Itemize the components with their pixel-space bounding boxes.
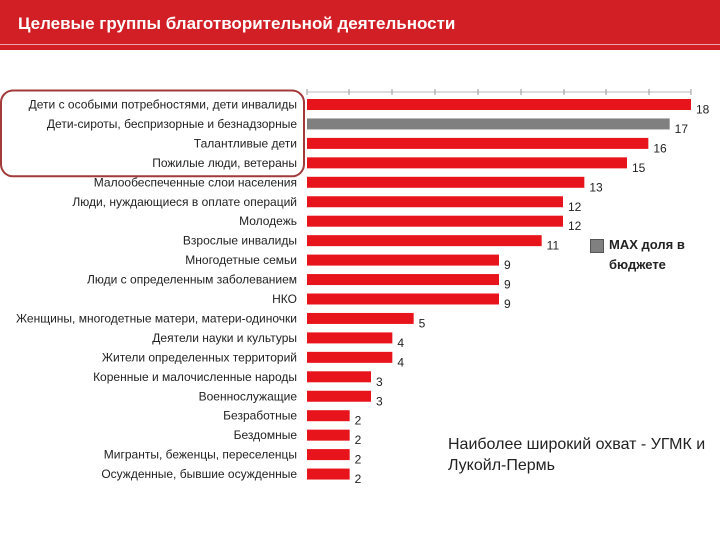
- category-label: Коренные и малочисленные народы: [93, 370, 297, 384]
- category-label: Пожилые люди, ветераны: [152, 156, 297, 170]
- bar: [307, 371, 371, 383]
- value-label: 2: [355, 433, 362, 447]
- bar: [307, 176, 585, 188]
- category-label: Мигранты, беженцы, переселенцы: [104, 448, 297, 462]
- category-label: Военнослужащие: [199, 389, 298, 403]
- bar: [307, 118, 670, 130]
- value-label: 17: [675, 122, 689, 136]
- annotation-note: Наиболее широкий охват - УГМК и Лукойл-П…: [448, 436, 706, 474]
- value-label: 13: [589, 180, 603, 194]
- value-label: 12: [568, 219, 582, 233]
- value-label: 3: [376, 375, 383, 389]
- bar: [307, 235, 542, 247]
- bar: [307, 449, 350, 461]
- value-label: 2: [355, 453, 362, 467]
- value-label: 16: [653, 141, 667, 155]
- bar: [307, 410, 350, 422]
- bar: [307, 293, 499, 305]
- bar: [307, 215, 563, 227]
- value-label: 5: [419, 316, 426, 330]
- legend-label: МАХ доля в бюджете: [609, 237, 685, 272]
- bar: [307, 468, 350, 480]
- category-label: Дети с особыми потребностями, дети инвал…: [29, 98, 297, 112]
- value-label: 2: [355, 414, 362, 428]
- legend-swatch: [590, 239, 604, 253]
- value-label: 12: [568, 200, 582, 214]
- category-label: Люди, нуждающиеся в оплате операций: [72, 195, 297, 209]
- category-label: Молодежь: [239, 214, 297, 228]
- value-label: 4: [397, 336, 404, 350]
- value-label: 9: [504, 258, 511, 272]
- category-label: Безработные: [223, 409, 297, 423]
- bar: [307, 254, 499, 266]
- bar: [307, 351, 393, 363]
- category-label: Многодетные семьи: [185, 253, 297, 267]
- bar: [307, 137, 649, 149]
- value-label: 11: [547, 239, 560, 253]
- value-label: 9: [504, 278, 511, 292]
- page-title: Целевые группы благотворительной деятель…: [18, 14, 456, 33]
- header-bar: Целевые группы благотворительной деятель…: [0, 0, 720, 50]
- category-label: Осужденные, бывшие осужденные: [101, 467, 297, 481]
- value-label: 9: [504, 297, 511, 311]
- bar: [307, 429, 350, 441]
- category-label: НКО: [272, 292, 297, 306]
- bar: [307, 99, 691, 110]
- header-divider: [0, 44, 720, 45]
- value-label: 15: [632, 161, 646, 175]
- value-label: 2: [355, 472, 362, 486]
- value-label: 3: [376, 394, 383, 408]
- bar: [307, 332, 393, 344]
- value-label: 18: [696, 103, 710, 117]
- category-label: Жители определенных территорий: [102, 350, 297, 364]
- category-label: Дети-сироты, беспризорные и безнадзорные: [47, 117, 297, 131]
- category-label: Бездомные: [234, 428, 298, 442]
- bar: [307, 312, 414, 324]
- category-label: Талантливые дети: [194, 136, 297, 150]
- bar: [307, 390, 371, 402]
- category-label: Люди с определенным заболеванием: [87, 273, 297, 287]
- category-label: Взрослые инвалиды: [183, 234, 297, 248]
- category-label: Деятели науки и культуры: [152, 331, 297, 345]
- bar: [307, 157, 627, 169]
- highlight-frame: [0, 89, 305, 178]
- bar: [307, 274, 499, 286]
- value-label: 4: [397, 355, 404, 369]
- bar: [307, 196, 563, 208]
- category-label: Женщины, многодетные матери, матери-один…: [16, 311, 297, 325]
- category-label: Малообеспеченные слои населения: [94, 175, 297, 189]
